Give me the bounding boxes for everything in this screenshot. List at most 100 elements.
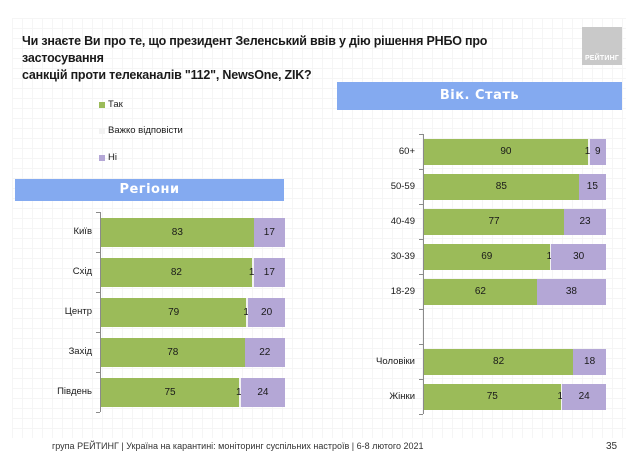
bar-segment-yes: 85 [424, 173, 579, 200]
axis-tick [419, 204, 423, 205]
axis-tick [96, 372, 100, 373]
stacked-bar: 75 1 24 [101, 377, 285, 407]
data-label: 1 [248, 266, 255, 278]
category-label: 30-39 [390, 250, 415, 262]
stacked-bar: 69 1 30 [424, 243, 606, 270]
category-label: 18-29 [390, 285, 415, 297]
stacked-bar: 77 23 [424, 208, 606, 235]
axis-tick [419, 414, 423, 415]
data-label: 15 [586, 181, 598, 192]
data-label: 75 [164, 386, 176, 398]
footer-text: група РЕЙТИНГ | Україна на карантині: мо… [52, 441, 424, 451]
data-label: 75 [486, 391, 498, 402]
stacked-bar: 78 22 [101, 337, 285, 367]
legend-swatch [99, 101, 105, 108]
bar-segment-yes: 90 [424, 138, 588, 165]
category-label: Центр [64, 306, 92, 317]
stacked-bar: 82 1 17 [101, 257, 285, 287]
bar-segment-yes: 75 [101, 377, 239, 407]
bar-segment-no: 9 [589, 138, 606, 165]
data-label: 18 [584, 356, 596, 367]
legend-label: Важко відповісти [108, 125, 183, 136]
bar-segment-yes: 78 [101, 337, 245, 367]
data-label: 77 [488, 216, 500, 227]
data-label: 9 [595, 146, 601, 157]
bar-segment-no: 24 [562, 383, 606, 410]
logo-text: РЕЙТИНГ [584, 55, 620, 62]
stacked-bar: 83 17 [101, 217, 285, 247]
data-label: 24 [578, 391, 590, 402]
data-label: 23 [579, 216, 591, 227]
age-sex-banner: Вік. Стать [337, 82, 622, 110]
stacked-bar: 82 18 [424, 348, 606, 375]
category-label: Захід [68, 346, 92, 357]
data-label: 22 [259, 346, 271, 358]
data-label: 83 [171, 226, 183, 238]
legend-swatch [99, 154, 105, 161]
bar-segment-yes: 62 [424, 278, 537, 305]
data-label: 17 [263, 226, 275, 238]
data-label: 1 [584, 146, 591, 157]
bar-segment-hard-to-say: 1 [236, 377, 242, 407]
legend-label: Ні [108, 152, 117, 163]
bar-segment-yes: 69 [424, 243, 550, 270]
data-label: 1 [243, 306, 249, 318]
category-axis [423, 134, 424, 414]
bar-segment-hard-to-say: 1 [243, 297, 249, 327]
legend-item: Так [99, 99, 123, 110]
axis-tick [419, 379, 423, 380]
data-label: 1 [557, 391, 564, 402]
category-label: Схід [72, 266, 92, 277]
axis-tick [419, 344, 423, 345]
category-label: Київ [73, 226, 92, 237]
category-label: 40-49 [390, 215, 415, 227]
stacked-bar: 75 1 24 [424, 383, 606, 410]
bar-segment-no: 17 [253, 257, 285, 287]
bar-segment-no: 22 [244, 337, 285, 367]
bar-segment-hard-to-say: 1 [557, 383, 564, 410]
data-label: 82 [170, 266, 182, 278]
axis-tick [96, 212, 100, 213]
axis-tick [419, 134, 423, 135]
rating-logo: РЕЙТИНГ [582, 27, 622, 65]
axis-tick [96, 292, 100, 293]
axis-tick [419, 274, 423, 275]
bar-segment-yes: 82 [101, 257, 252, 287]
axis-tick [96, 412, 100, 413]
axis-tick [96, 332, 100, 333]
bar-segment-no: 20 [248, 297, 285, 327]
bar-segment-no: 17 [253, 217, 285, 247]
bar-segment-hard-to-say: 1 [584, 138, 591, 165]
bar-segment-yes: 75 [424, 383, 561, 410]
legend-item: Важко відповісти [99, 125, 183, 136]
category-label: 50-59 [390, 180, 415, 192]
bar-segment-hard-to-say: 1 [248, 257, 255, 287]
data-label: 1 [236, 386, 242, 398]
bar-segment-no: 38 [536, 278, 606, 305]
stacked-bar: 85 15 [424, 173, 606, 200]
data-label: 1 [546, 251, 553, 262]
data-label: 85 [495, 181, 507, 192]
axis-tick [419, 309, 423, 310]
bar-segment-hard-to-say: 1 [546, 243, 553, 270]
axis-tick [419, 239, 423, 240]
data-label: 24 [257, 386, 269, 398]
data-label: 38 [565, 286, 577, 297]
category-label: Південь [57, 386, 92, 397]
data-label: 30 [573, 251, 585, 262]
title-line-2: санкцій проти телеканалів "112", NewsOne… [22, 68, 312, 82]
category-label: Жінки [389, 390, 415, 402]
axis-tick [419, 169, 423, 170]
axis-tick [96, 252, 100, 253]
data-label: 20 [261, 306, 273, 318]
legend-swatch [99, 127, 105, 134]
bar-segment-yes: 83 [101, 217, 254, 247]
legend-label: Так [108, 99, 123, 110]
data-label: 69 [481, 251, 493, 262]
bar-segment-no: 30 [551, 243, 606, 270]
bar-segment-no: 18 [573, 348, 606, 375]
bar-segment-no: 23 [564, 208, 606, 235]
bar-segment-yes: 79 [101, 297, 247, 327]
bar-segment-no: 24 [240, 377, 285, 407]
regions-banner: Регіони [15, 179, 284, 201]
